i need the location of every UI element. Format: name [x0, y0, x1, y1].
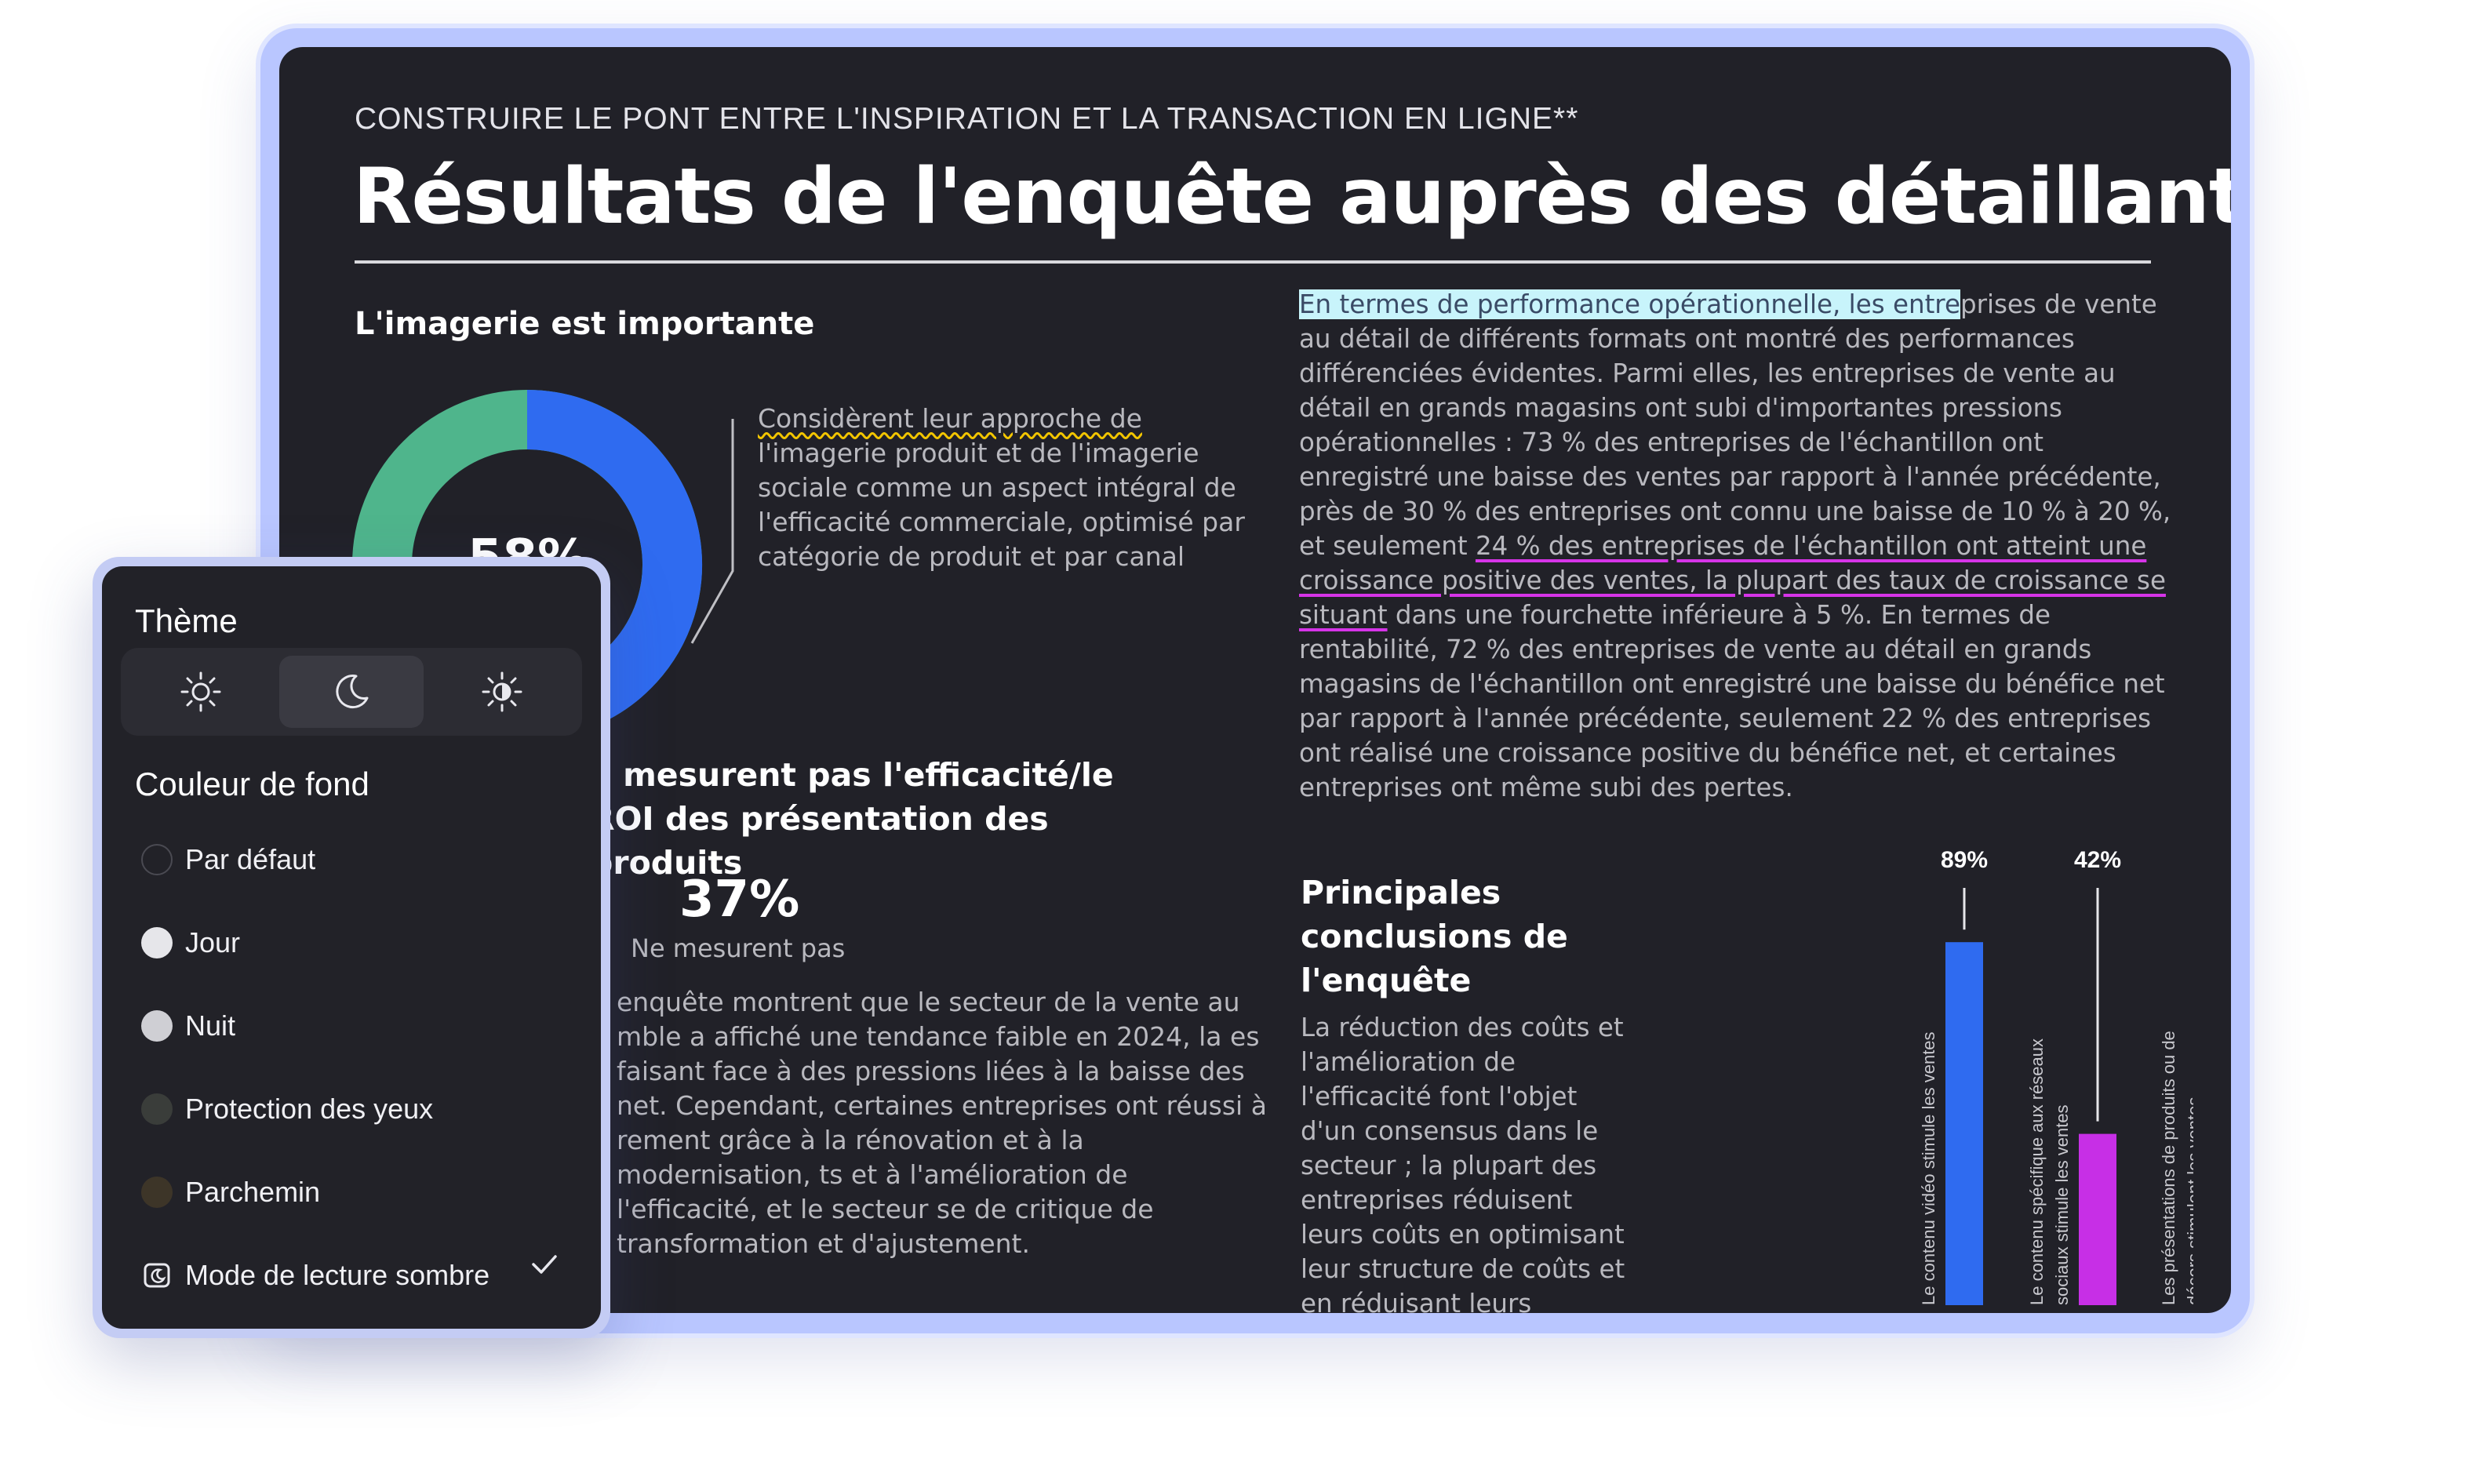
- bar-chart: 89% Le contenu vidéo stimule les ventes 42…: [1919, 847, 2193, 1305]
- document-title: Résultats de l'enquête auprès des détail…: [353, 152, 2231, 242]
- dark-mode-label: Mode de lecture sombre: [185, 1259, 490, 1291]
- findings-body: La réduction des coûts et l'amélioration…: [1301, 1013, 1625, 1313]
- bg-option-label: Nuit: [185, 1009, 236, 1042]
- theme-dark-button[interactable]: [279, 656, 424, 728]
- document-subtitle: CONSTRUIRE LE PONT ENTRE L'INSPIRATION E…: [355, 102, 1579, 136]
- bg-option-night[interactable]: Nuit: [141, 1002, 235, 1049]
- theme-title: Thème: [135, 602, 238, 639]
- bar-value-label: 42%: [2074, 847, 2121, 873]
- theme-light-button[interactable]: [129, 656, 273, 728]
- text-highlight[interactable]: En termes de performance opérationnelle,…: [1299, 289, 1960, 319]
- auto-theme-icon: [482, 671, 522, 712]
- title-divider: [355, 260, 2151, 264]
- sun-icon: [180, 671, 221, 712]
- bg-option-parchment[interactable]: Parchemin: [141, 1169, 320, 1216]
- background-color-title: Couleur de fond: [135, 766, 369, 802]
- dark-reading-mode-toggle[interactable]: Mode de lecture sombre: [141, 1252, 489, 1299]
- bg-option-label: Parchemin: [185, 1176, 321, 1208]
- body-text-segment: dans une fourchette inférieure à 5 %. En…: [1299, 600, 2165, 802]
- highlighted-phrase: Considèrent leur approche de: [758, 403, 1142, 434]
- document-page[interactable]: CONSTRUIRE LE PONT ENTRE L'INSPIRATION E…: [279, 47, 2231, 1313]
- moon-icon: [336, 675, 369, 709]
- imagery-description: Considèrent leur approche de l'imagerie …: [758, 402, 1260, 574]
- findings-heading: Principales conclusions de l'enquête: [1301, 874, 1568, 999]
- roi-caption: Ne mesurent pas: [631, 933, 846, 963]
- checkmark-icon: [532, 1255, 557, 1274]
- callout-pointer: [690, 419, 734, 644]
- bar-2: [2079, 1133, 2116, 1305]
- bar-value-label: 89%: [1941, 847, 1988, 873]
- bg-option-default[interactable]: Par défaut: [141, 836, 315, 883]
- bg-option-day[interactable]: Jour: [141, 919, 240, 966]
- right-body-text: En termes de performance opérationnelle,…: [1299, 287, 2178, 805]
- color-swatch: [141, 844, 173, 875]
- color-swatch: [141, 1177, 173, 1208]
- reader-settings-panel: Thème: [102, 566, 601, 1329]
- color-swatch: [141, 1093, 173, 1125]
- imagery-heading: L'imagerie est importante: [355, 306, 815, 342]
- bar-category-label: Le contenu vidéo stimule les ventes: [1919, 1031, 1938, 1305]
- left-body-text: enquête montrent que le secteur de la ve…: [617, 987, 1267, 1259]
- dark-mode-icon: [144, 1263, 170, 1288]
- bar-category-label: Le contenu spécifique aux réseaux sociaux…: [2027, 1038, 2072, 1305]
- bg-option-label: Protection des yeux: [185, 1093, 434, 1125]
- body-text-segment: prises de vente au détail de différents …: [1299, 289, 2171, 561]
- imagery-description-text: l'imagerie produit et de l'imagerie soci…: [758, 438, 1245, 572]
- roi-percent: 37%: [679, 871, 800, 929]
- color-swatch: [141, 1010, 173, 1042]
- color-swatch: [141, 927, 173, 958]
- text-underline-annotation[interactable]: 24 % des entreprises de l'échantillon on…: [1299, 531, 2166, 630]
- theme-auto-button[interactable]: [430, 656, 574, 728]
- bg-option-label: Par défaut: [185, 843, 316, 875]
- bg-option-eye-protection[interactable]: Protection des yeux: [141, 1086, 433, 1133]
- bar-1: [1945, 942, 1983, 1305]
- theme-segmented-control: [121, 648, 582, 736]
- bar-category-label: Les présentations de produits ou de décor…: [2159, 1031, 2193, 1305]
- bg-option-label: Jour: [185, 926, 241, 958]
- roi-heading: e mesurent pas l'efficacité/le ROI des p…: [590, 756, 1114, 882]
